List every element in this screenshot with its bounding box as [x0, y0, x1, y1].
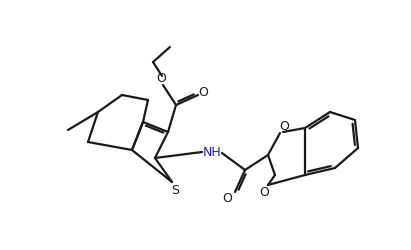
- Text: O: O: [259, 186, 269, 198]
- Text: NH: NH: [203, 146, 222, 158]
- Text: O: O: [279, 120, 289, 134]
- Text: O: O: [198, 86, 208, 100]
- Text: O: O: [222, 192, 232, 204]
- Text: O: O: [156, 72, 166, 85]
- Text: S: S: [171, 184, 179, 196]
